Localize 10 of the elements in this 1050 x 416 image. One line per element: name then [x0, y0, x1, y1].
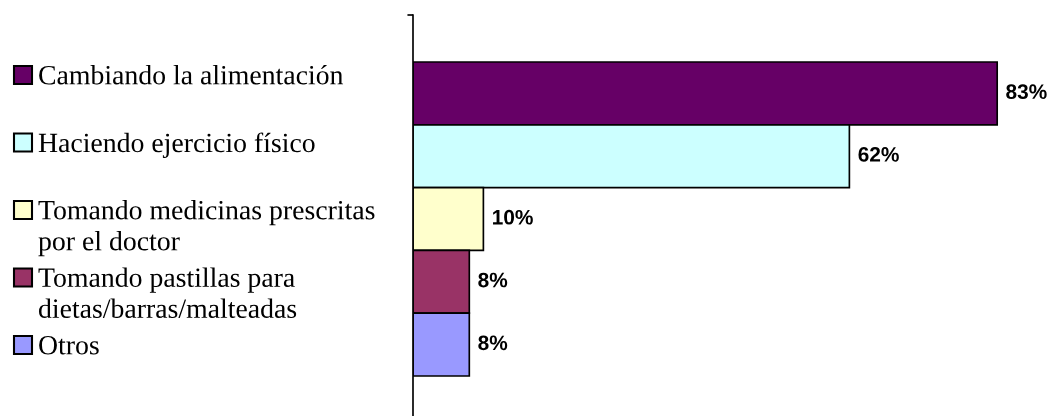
y-tick-label: Otros [39, 335, 99, 355]
data-label: 8% [478, 272, 508, 288]
data-label: 8% [478, 335, 508, 351]
y-tick-label: Tomando medicinas prescritas por el doctor [38, 200, 375, 257]
data-label: 10% [493, 209, 533, 225]
y-tick-label: Tomando pastillas para dietas/barras/malteadas [38, 267, 297, 319]
data-label: 83% [1006, 84, 1047, 100]
data-label: 62% [858, 147, 899, 162]
y-tick-label: Cambiando la alimentación [39, 64, 344, 85]
y-tick-label: Haciendo ejercicio físico [38, 132, 315, 158]
